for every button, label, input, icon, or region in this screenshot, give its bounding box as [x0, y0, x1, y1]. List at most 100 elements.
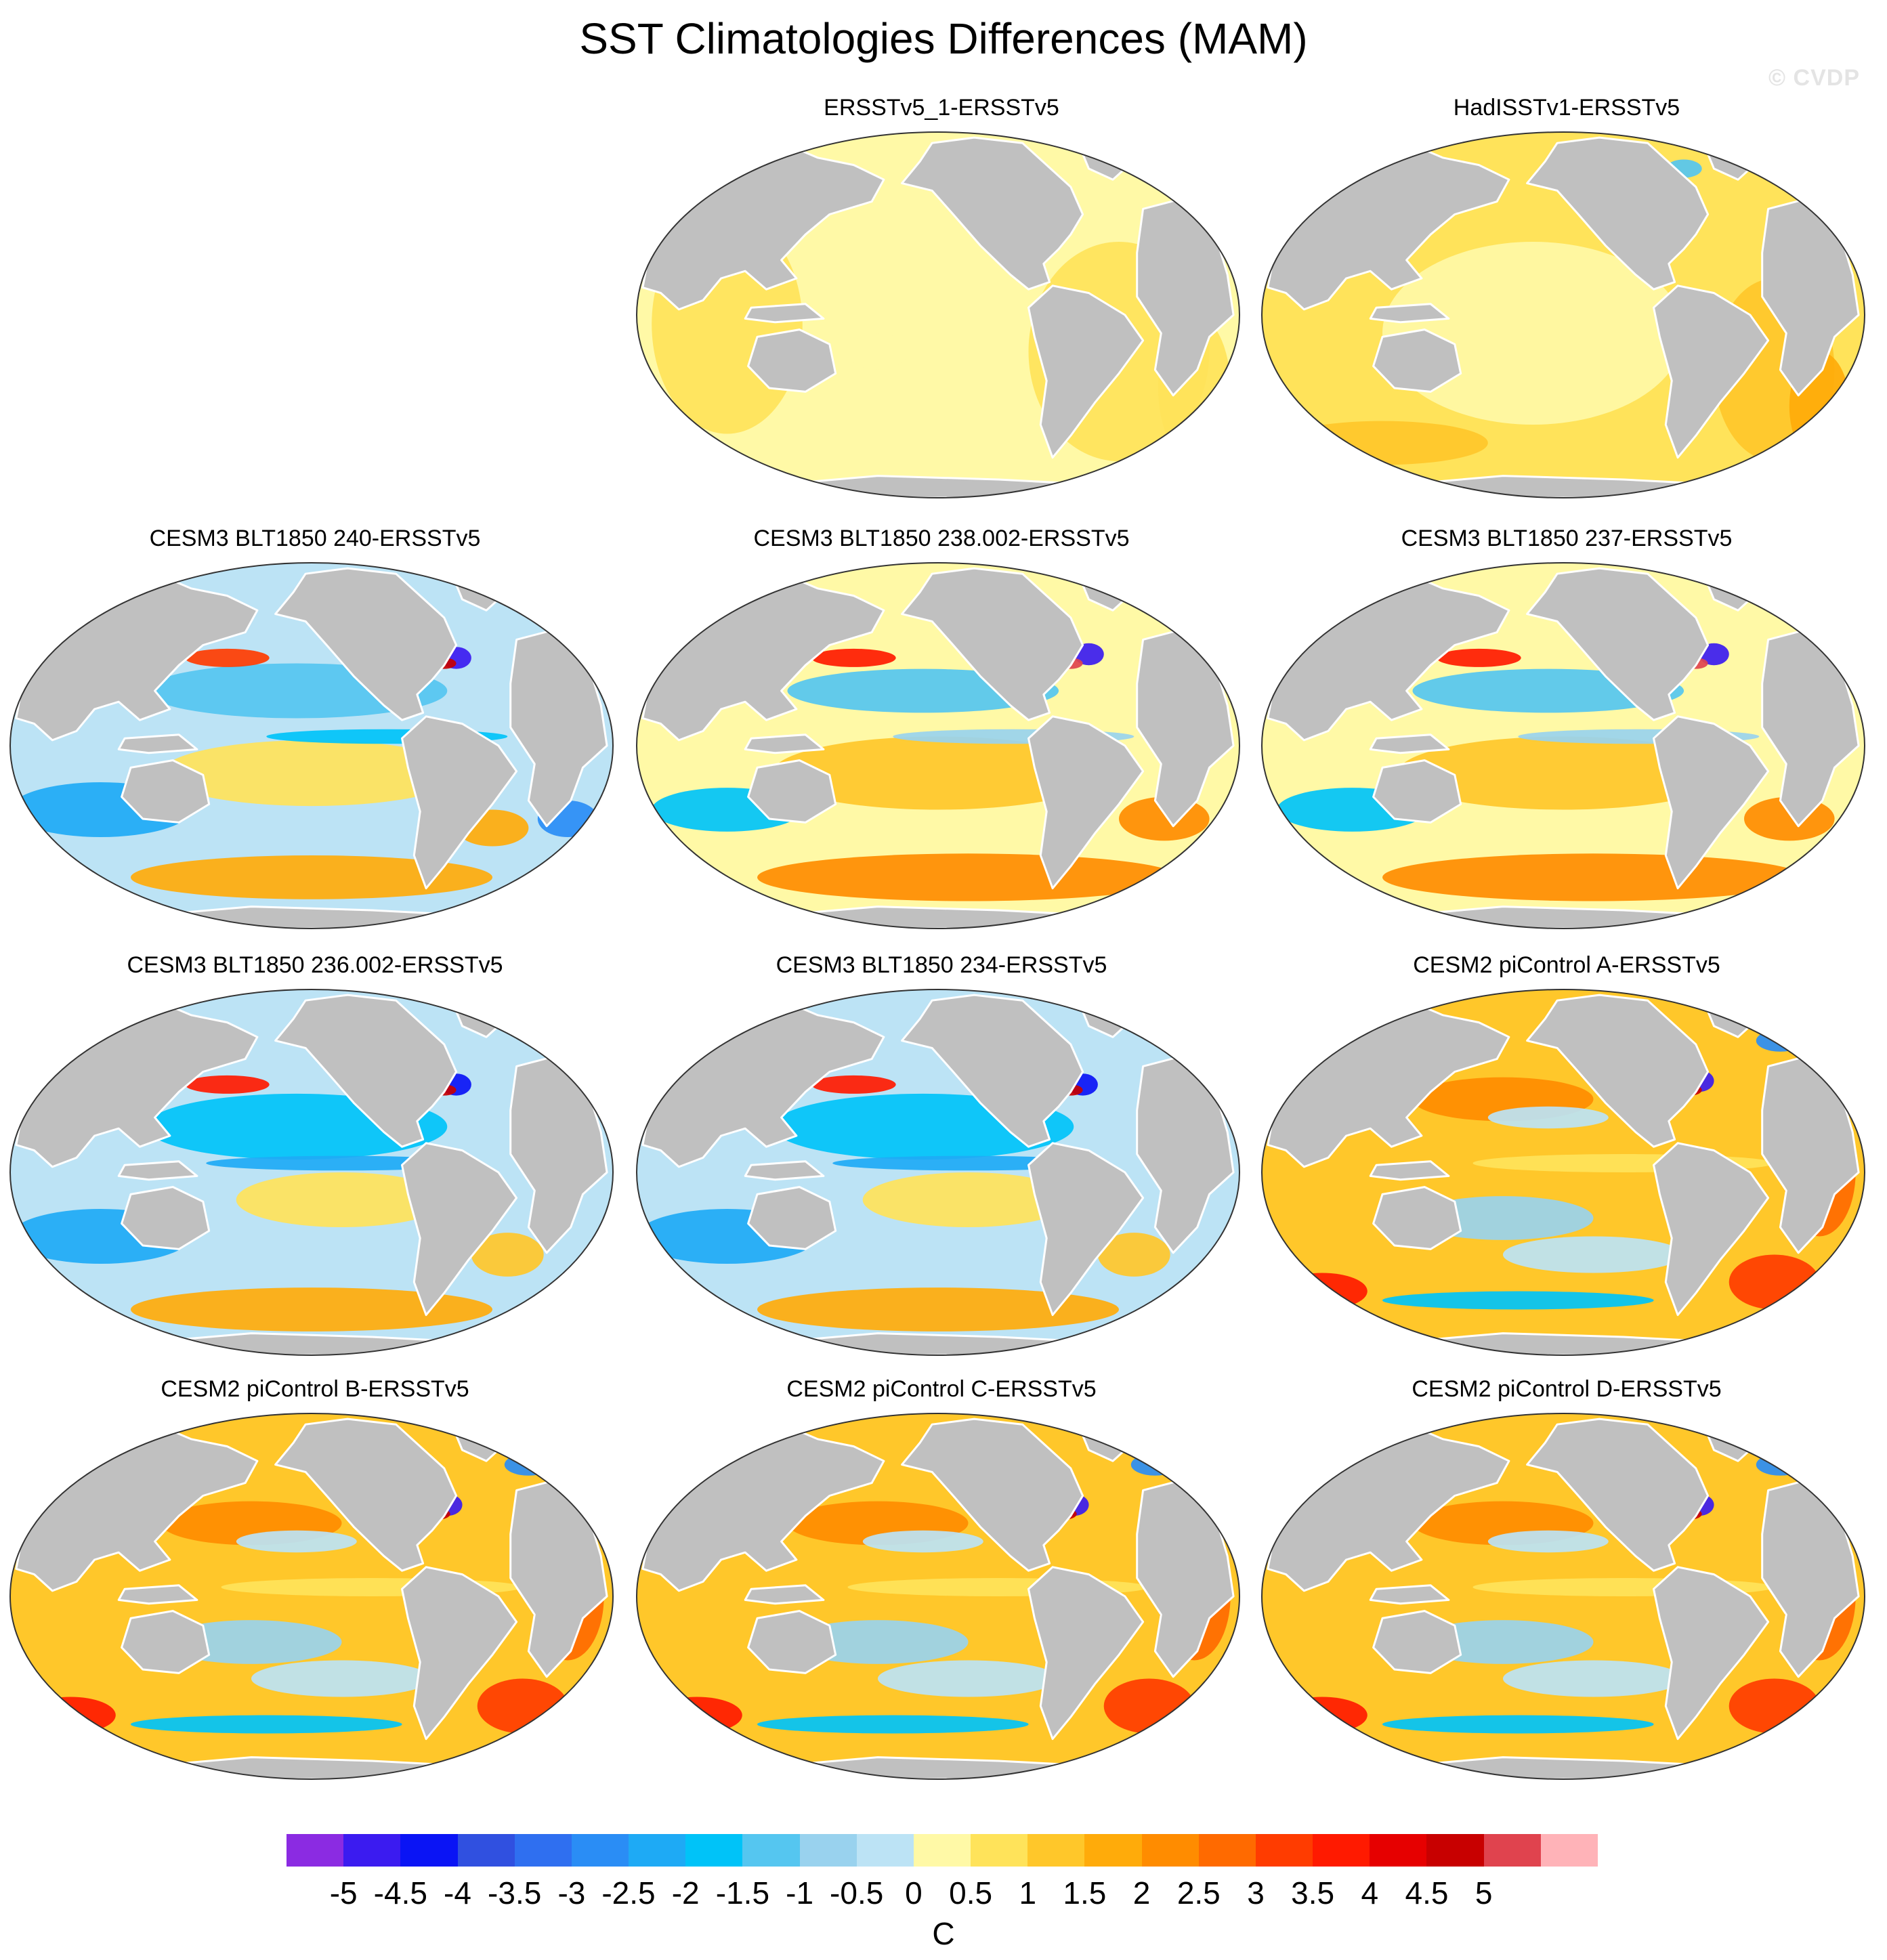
- world-map: [1261, 562, 1865, 929]
- land-australia: [1372, 328, 1462, 393]
- colorbar-tick-label: -3.5: [488, 1875, 542, 1911]
- colorbar-tick-label: 3.5: [1291, 1875, 1335, 1911]
- sst-anomaly-region: [811, 648, 896, 667]
- sst-anomaly-region: [772, 736, 1104, 810]
- land-indonesia: [744, 1584, 825, 1605]
- sst-anomaly-region: [1503, 1236, 1684, 1273]
- colorbar-swatch: [1027, 1834, 1085, 1867]
- map-border: [9, 989, 614, 1356]
- world-map: [9, 1413, 614, 1780]
- colorbar-tick-label: -4.5: [373, 1875, 427, 1911]
- land-australia: [747, 759, 837, 824]
- land-indonesia: [1369, 733, 1450, 754]
- land-south-america: [1027, 1142, 1145, 1317]
- panel-title: CESM3 BLT1850 237-ERSSTv5: [1401, 526, 1733, 551]
- sst-anomaly-region: [1097, 1233, 1170, 1277]
- sst-anomaly-region: [471, 1233, 544, 1277]
- sst-anomaly-region: [1487, 1530, 1609, 1553]
- map-border: [9, 1413, 614, 1780]
- sst-anomaly-region: [131, 855, 492, 899]
- land-indonesia: [1369, 303, 1450, 324]
- panel-title: CESM3 BLT1850 240-ERSSTv5: [149, 526, 481, 551]
- land-australia: [1372, 759, 1462, 824]
- map-border: [636, 562, 1240, 929]
- sst-anomaly-region: [1382, 1291, 1654, 1310]
- world-map: [636, 131, 1240, 498]
- colorbar-tick-label: 0.5: [949, 1875, 993, 1911]
- colorbar-swatch: [1540, 1834, 1598, 1867]
- sst-anomaly-region: [1729, 1254, 1820, 1310]
- colorbar-swatch: [856, 1834, 914, 1867]
- sst-anomaly-region: [1382, 853, 1804, 901]
- land-australia: [747, 1186, 837, 1250]
- colorbar-tick-label: 4.5: [1405, 1875, 1449, 1911]
- land-north-america: [901, 1418, 1084, 1572]
- sst-anomaly-region: [1437, 648, 1521, 667]
- colorbar-swatch: [685, 1834, 743, 1867]
- colorbar-swatch: [457, 1834, 515, 1867]
- sst-anomaly-region: [1382, 242, 1684, 425]
- colorbar-tick-label: 1: [1019, 1875, 1037, 1911]
- colorbar-tick-label: -2.5: [601, 1875, 656, 1911]
- sst-anomaly-region: [185, 1075, 270, 1094]
- colorbar-swatch: [1141, 1834, 1199, 1867]
- colorbar-tick-label: 2: [1132, 1875, 1151, 1911]
- map-panel-pic-c: CESM2 piControl C-ERSSTv5: [633, 1376, 1250, 1796]
- map-border: [636, 989, 1240, 1356]
- sst-anomaly-region: [1382, 1715, 1654, 1734]
- land-north-america: [901, 567, 1084, 721]
- colorbar-swatch: [571, 1834, 629, 1867]
- land-indonesia: [744, 1160, 825, 1181]
- map-panel-pic-a: CESM2 piControl A-ERSSTv5: [1258, 952, 1875, 1372]
- land-australia: [121, 1186, 211, 1250]
- colorbar-tick-label: 3: [1247, 1875, 1265, 1911]
- map-border: [636, 1413, 1240, 1780]
- world-map: [636, 1413, 1240, 1780]
- sst-anomaly-region: [1103, 1678, 1195, 1734]
- sst-anomaly-region: [1130, 1453, 1179, 1476]
- sst-anomaly-region: [161, 740, 463, 807]
- colorbar-tick-label: -4: [444, 1875, 471, 1911]
- map-panel-hadisst: HadISSTv1-ERSSTv5: [1258, 95, 1875, 515]
- sst-anomaly-region: [1487, 1106, 1609, 1129]
- colorbar-tick-label: -3: [557, 1875, 586, 1911]
- map-panel-blt-240: CESM3 BLT1850 240-ERSSTv5: [7, 526, 623, 945]
- map-panel-blt-234: CESM3 BLT1850 234-ERSSTv5: [633, 952, 1250, 1372]
- map-panel-blt-238: CESM3 BLT1850 238.002-ERSSTv5: [633, 526, 1250, 945]
- sst-anomaly-region: [811, 1075, 896, 1094]
- land-indonesia: [117, 1584, 198, 1605]
- colorbar-tick-label: 4: [1361, 1875, 1379, 1911]
- world-map: [636, 562, 1240, 929]
- map-border: [1261, 989, 1865, 1356]
- land-south-america: [1653, 715, 1770, 890]
- land-indonesia: [744, 733, 825, 754]
- sst-anomaly-region: [1277, 421, 1488, 465]
- land-indonesia: [117, 1160, 198, 1181]
- colorbar-swatch: [343, 1834, 401, 1867]
- world-map: [1261, 989, 1865, 1356]
- colorbar-tick-label: -2: [671, 1875, 700, 1911]
- land-australia: [1372, 1186, 1462, 1250]
- colorbar-swatch: [971, 1834, 1028, 1867]
- land-indonesia: [1369, 1160, 1450, 1181]
- panel-title: CESM2 piControl B-ERSSTv5: [161, 1376, 469, 1402]
- land-north-america: [901, 994, 1084, 1148]
- sst-anomaly-region: [862, 1530, 983, 1553]
- map-border: [1261, 562, 1865, 929]
- map-border: [636, 131, 1240, 498]
- land-south-america: [1653, 1566, 1770, 1741]
- world-map: [636, 989, 1240, 1356]
- colorbar-swatch: [742, 1834, 800, 1867]
- world-map: [9, 989, 614, 1356]
- colorbar-tick-labels: -5 -4.5 -4 -3.5 -3 -2.5 -2 -1.5 -1 -0.5 0 0.5 1 1.5 2 2…: [287, 1875, 1598, 1913]
- panel-title: CESM2 piControl A-ERSSTv5: [1413, 952, 1720, 978]
- land-south-america: [1027, 284, 1145, 459]
- land-north-america: [1526, 1418, 1710, 1572]
- land-north-america: [1526, 994, 1710, 1148]
- land-north-america: [1526, 136, 1710, 291]
- figure-title: SST Climatologies Differences (MAM): [579, 14, 1308, 63]
- map-panel-ersstv5-1: ERSSTv5_1-ERSSTv5: [633, 95, 1250, 515]
- colorbar-swatch: [1255, 1834, 1313, 1867]
- land-indonesia: [744, 303, 825, 324]
- map-panel-pic-b: CESM2 piControl B-ERSSTv5: [7, 1376, 623, 1796]
